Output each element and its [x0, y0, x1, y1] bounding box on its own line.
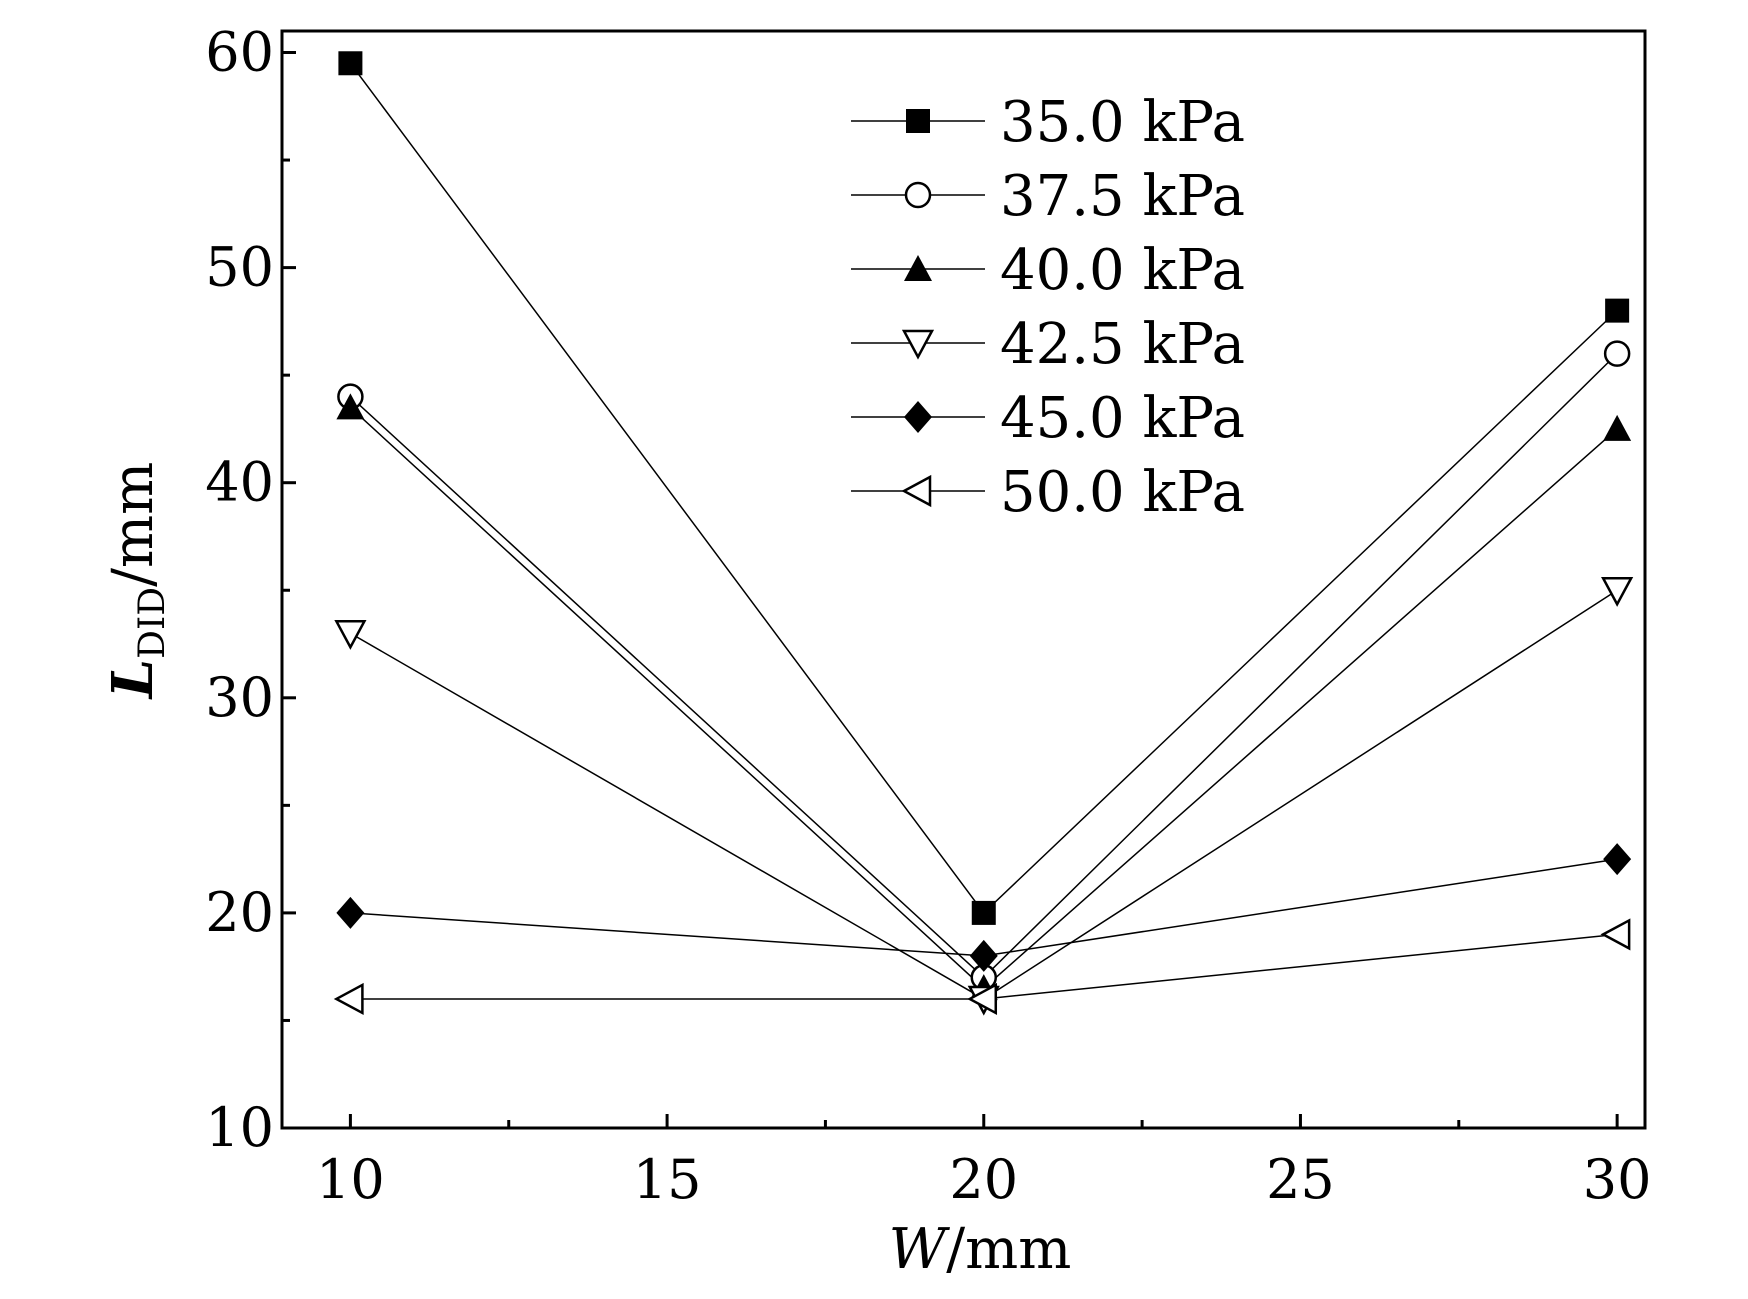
series-line-0 [349, 62, 1618, 915]
data-point-2-0 [336, 393, 365, 420]
legend-marker-4 [904, 401, 932, 433]
x-axis-label: W/mm [889, 1217, 1072, 1282]
axes: 10 15 20 25 30 10 20 30 40 50 60 [205, 21, 1651, 1211]
y-tick-label: 50 [205, 236, 274, 299]
legend-marker-5 [901, 474, 932, 508]
data-point-5-0 [333, 982, 364, 1016]
series-line-1 [349, 353, 1618, 979]
legend-label-4: 45.0 kPa [1000, 386, 1245, 451]
legend-label-2: 40.0 kPa [1000, 238, 1245, 303]
legend-label-5: 50.0 kPa [1000, 460, 1245, 525]
data-point-2-2 [1603, 414, 1632, 441]
data-point-4-0 [336, 896, 365, 929]
data-point-0-0 [338, 51, 363, 76]
x-tick-label: 15 [633, 1148, 702, 1211]
plot-frame [280, 29, 1647, 1130]
data-point-3-0 [334, 620, 367, 650]
y-tick-label: 30 [205, 666, 274, 729]
legend-marker-0 [906, 109, 930, 133]
y-tick-label: 60 [205, 21, 274, 84]
legend-label-3: 42.5 kPa [1000, 312, 1245, 377]
x-tick-label: 25 [1266, 1148, 1335, 1211]
legend-label-1: 37.5 kPa [1000, 164, 1245, 229]
x-tick-label: 20 [949, 1148, 1018, 1211]
data-point-1-2 [1603, 340, 1631, 367]
legend-marker-3 [901, 329, 935, 360]
data-point-4-1 [969, 939, 998, 972]
data-point-0-2 [1605, 298, 1630, 323]
legend: 35.0 kPa 37.5 kPa 40.0 kPa 42.5 kPa 45.0 kPa… [851, 90, 1245, 525]
series-line-3 [350, 589, 1618, 1000]
data-point-5-2 [1600, 918, 1631, 951]
data-point-4-2 [1603, 843, 1632, 876]
y-tick-label: 10 [205, 1096, 274, 1159]
data-point-5-1 [967, 982, 998, 1016]
data-point-3-2 [1601, 577, 1634, 607]
y-axis-label: LDID/mm [100, 462, 173, 700]
y-tick-label: 20 [205, 881, 274, 944]
legend-label-0: 35.0 kPa [1000, 90, 1245, 155]
x-tick-label: 10 [316, 1148, 385, 1211]
x-tick-label: 30 [1583, 1148, 1652, 1211]
series-lines [349, 62, 1618, 1000]
series-markers [333, 51, 1634, 1016]
legend-marker-2 [904, 255, 932, 281]
legend-marker-1 [904, 181, 932, 209]
data-point-0-1 [971, 900, 996, 925]
y-tick-label: 40 [205, 451, 274, 514]
